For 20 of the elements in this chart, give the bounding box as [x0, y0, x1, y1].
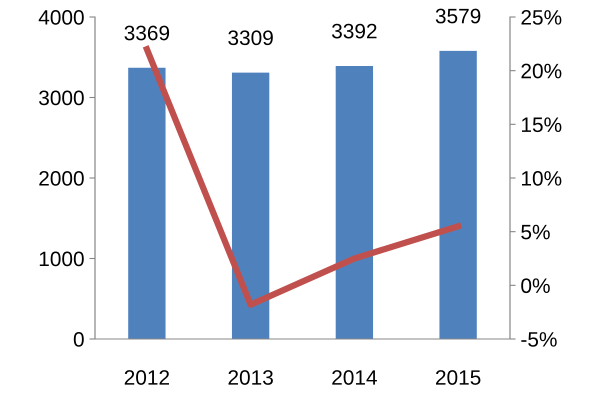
y-tick-label: 1000 [40, 252, 84, 266]
x-tick-label: 2014 [332, 370, 377, 385]
y2-tick-label: -5% [521, 332, 557, 347]
y-tick-label: 3000 [39, 90, 84, 106]
data-label: 3392 [332, 24, 377, 38]
y-tick-label: 2000 [39, 171, 84, 186]
y2-tick-label: 10% [522, 171, 562, 186]
x-tick-label: 2013 [228, 370, 273, 385]
data-label: 3369 [124, 26, 170, 40]
y2-tick-label: 20% [521, 64, 562, 78]
x-tick-label: 2015 [436, 370, 480, 385]
data-label: 3579 [436, 8, 480, 24]
x-tick-label: 2012 [124, 370, 170, 385]
y2-tick-label: 25% [521, 10, 562, 25]
y2-tick-label: 5% [521, 224, 550, 240]
y2-tick-label: 0% [521, 278, 550, 294]
y-tick-label: 4000 [38, 10, 84, 25]
y2-tick-label: 15% [522, 117, 562, 132]
data-label: 3309 [228, 30, 273, 46]
y-tick-label: 0 [74, 332, 84, 347]
